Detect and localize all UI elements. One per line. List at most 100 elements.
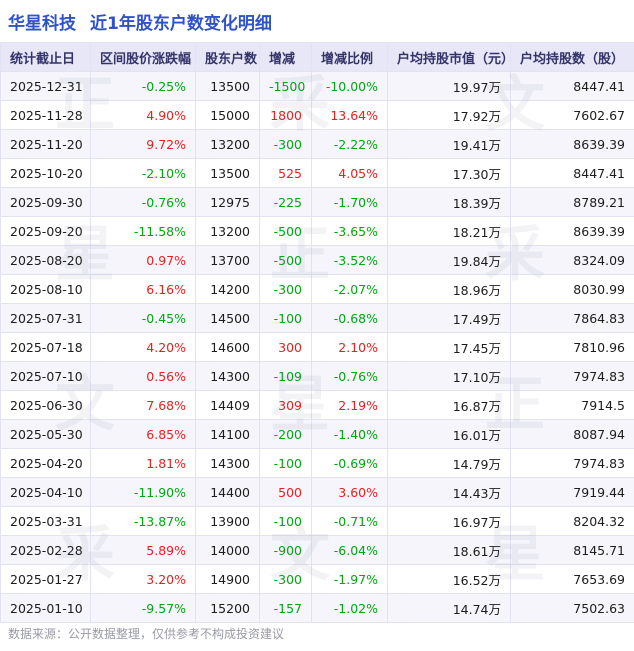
table-row: 2025-11-20 9.72% 13200 -300 -2.22% 19.41万 8639…: [0, 129, 634, 159]
table-cell: 2025-11-20: [0, 129, 91, 159]
table-cell: 18.96万: [387, 274, 511, 304]
table-cell: 2025-07-18: [0, 332, 91, 362]
table-cell: 4.90%: [90, 100, 196, 130]
table-cell: 14409: [195, 390, 260, 420]
table-cell: 14.74万: [387, 593, 511, 623]
table-cell: 16.52万: [387, 564, 511, 594]
table-cell: -9.57%: [90, 593, 196, 623]
column-header: 区间股价涨跌幅: [90, 42, 196, 72]
table-cell: 16.97万: [387, 506, 511, 536]
table-cell: 17.49万: [387, 303, 511, 333]
table-cell: -300: [259, 564, 312, 594]
table-cell: 13.64%: [311, 100, 388, 130]
table-cell: 2025-04-10: [0, 477, 91, 507]
table-cell: -2.07%: [311, 274, 388, 304]
table-cell: 6.16%: [90, 274, 196, 304]
table-cell: 2025-07-10: [0, 361, 91, 391]
table-cell: 2.19%: [311, 390, 388, 420]
table-cell: 2025-11-28: [0, 100, 91, 130]
table-cell: -100: [259, 448, 312, 478]
column-header: 户均持股市值（元）: [387, 42, 511, 72]
table-row: 2025-12-31 -0.25% 13500 -1500 -10.00% 19.97万 8…: [0, 71, 634, 101]
table-cell: 14900: [195, 564, 260, 594]
table-cell: -0.25%: [90, 71, 196, 101]
table-cell: -200: [259, 419, 312, 449]
table-cell: 8789.21: [510, 187, 634, 217]
table-cell: 7502.63: [510, 593, 634, 623]
table-cell: 8324.09: [510, 245, 634, 275]
table-cell: 2025-04-20: [0, 448, 91, 478]
table-cell: 14200: [195, 274, 260, 304]
table-cell: -3.65%: [311, 216, 388, 246]
table-cell: -0.45%: [90, 303, 196, 333]
table-cell: 2025-03-31: [0, 506, 91, 536]
table-cell: 7864.83: [510, 303, 634, 333]
table-cell: 14600: [195, 332, 260, 362]
column-header: 统计截止日: [0, 42, 91, 72]
table-cell: 8639.39: [510, 216, 634, 246]
table-cell: 18.39万: [387, 187, 511, 217]
table-row: 2025-03-31 -13.87% 13900 -100 -0.71% 16.97万 82…: [0, 506, 634, 536]
table-cell: -1.40%: [311, 419, 388, 449]
table-row: 2025-11-28 4.90% 15000 1800 13.64% 17.92万 7602…: [0, 100, 634, 130]
table-cell: 14.43万: [387, 477, 511, 507]
table-cell: 309: [259, 390, 312, 420]
table-cell: 14000: [195, 535, 260, 565]
table-cell: 14300: [195, 361, 260, 391]
table-cell: 16.01万: [387, 419, 511, 449]
table-cell: 13500: [195, 158, 260, 188]
table-row: 2025-05-30 6.85% 14100 -200 -1.40% 16.01万 8087…: [0, 419, 634, 449]
table-cell: 8447.41: [510, 71, 634, 101]
table-cell: 17.92万: [387, 100, 511, 130]
table-cell: 7.68%: [90, 390, 196, 420]
table-cell: 2025-01-27: [0, 564, 91, 594]
table-cell: -3.52%: [311, 245, 388, 275]
table-cell: -2.10%: [90, 158, 196, 188]
company-name: 华星科技: [8, 14, 76, 34]
table-cell: 7914.5: [510, 390, 634, 420]
table-cell: -500: [259, 245, 312, 275]
table-cell: 17.30万: [387, 158, 511, 188]
table-cell: 19.41万: [387, 129, 511, 159]
table-cell: 2025-10-20: [0, 158, 91, 188]
table-cell: 9.72%: [90, 129, 196, 159]
table-cell: 2025-01-10: [0, 593, 91, 623]
table-cell: 2025-02-28: [0, 535, 91, 565]
table-cell: -2.22%: [311, 129, 388, 159]
table-cell: 13500: [195, 71, 260, 101]
report-subtitle: 近1年股东户数变化明细: [90, 14, 272, 34]
table-row: 2025-04-10 -11.90% 14400 500 3.60% 14.43万 7919…: [0, 477, 634, 507]
table-cell: 17.45万: [387, 332, 511, 362]
table-cell: 8204.32: [510, 506, 634, 536]
table-cell: -6.04%: [311, 535, 388, 565]
table-cell: 8447.41: [510, 158, 634, 188]
table-row: 2025-07-31 -0.45% 14500 -100 -0.68% 17.49万 786…: [0, 303, 634, 333]
table-cell: 0.56%: [90, 361, 196, 391]
table-cell: -0.68%: [311, 303, 388, 333]
table-header-row: 统计截止日 区间股价涨跌幅 股东户数 增减 增减比例 户均持股市值（元） 户均持股数（股）: [0, 42, 634, 72]
table-cell: 14300: [195, 448, 260, 478]
table-cell: 525: [259, 158, 312, 188]
table-cell: -1500: [259, 71, 312, 101]
table-row: 2025-02-28 5.89% 14000 -900 -6.04% 18.61万 8145…: [0, 535, 634, 565]
table-cell: 2025-06-30: [0, 390, 91, 420]
table-cell: 1.81%: [90, 448, 196, 478]
data-source-note: 数据来源：公开数据整理，仅供参考不构成投资建议: [8, 627, 285, 641]
table-row: 2025-01-27 3.20% 14900 -300 -1.97% 16.52万 7653…: [0, 564, 634, 594]
table-cell: 1800: [259, 100, 312, 130]
table-cell: 7602.67: [510, 100, 634, 130]
column-header: 股东户数: [195, 42, 260, 72]
table-cell: -0.76%: [90, 187, 196, 217]
column-header: 户均持股数（股）: [510, 42, 634, 72]
table-cell: -0.69%: [311, 448, 388, 478]
table-cell: 16.87万: [387, 390, 511, 420]
table-cell: -1.02%: [311, 593, 388, 623]
table-cell: 12975: [195, 187, 260, 217]
table-cell: -1.70%: [311, 187, 388, 217]
table-cell: 4.05%: [311, 158, 388, 188]
table-cell: -157: [259, 593, 312, 623]
table-cell: -11.90%: [90, 477, 196, 507]
table-cell: -11.58%: [90, 216, 196, 246]
shareholder-table: 统计截止日 区间股价涨跌幅 股东户数 增减 增减比例 户均持股市值（元） 户均持股数（股） …: [0, 42, 634, 623]
